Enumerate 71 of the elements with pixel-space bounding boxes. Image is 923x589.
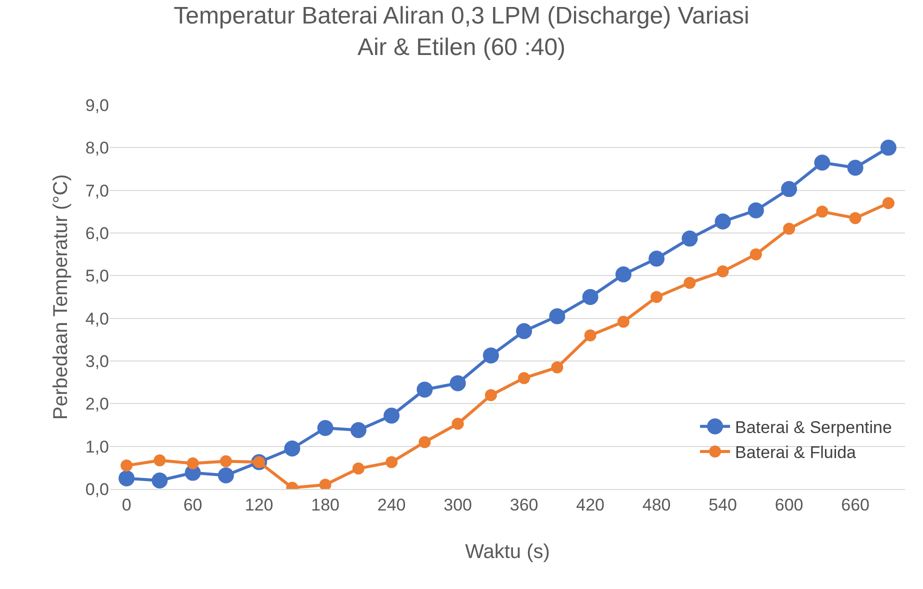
x-tick-label: 420	[576, 495, 604, 514]
x-tick-label: 540	[708, 495, 737, 514]
point	[582, 289, 598, 305]
point	[152, 472, 168, 488]
point	[418, 436, 431, 448]
point	[518, 372, 530, 384]
y-tick-label: 2,0	[85, 394, 109, 414]
point	[849, 212, 862, 224]
point	[516, 323, 532, 340]
point	[551, 361, 564, 374]
point	[416, 382, 433, 398]
point	[716, 265, 729, 278]
point	[584, 329, 596, 342]
point	[549, 308, 566, 324]
x-tick-label: 240	[377, 495, 406, 514]
point	[120, 460, 133, 472]
y-tick-label: 8,0	[85, 138, 109, 158]
x-tick-label: 60	[183, 495, 202, 514]
y-tick-label: 3,0	[85, 352, 109, 371]
x-tick-label: 0	[122, 495, 132, 514]
x-tick-label: 120	[244, 495, 274, 514]
point	[218, 467, 234, 484]
point	[384, 408, 400, 424]
point	[816, 206, 828, 218]
y-tick-label: 4,0	[85, 309, 109, 328]
point	[714, 213, 731, 230]
point	[748, 202, 764, 218]
y-tick-label: 6,0	[85, 224, 109, 243]
x-tick-label: 180	[311, 495, 340, 514]
point	[317, 420, 334, 436]
point	[319, 478, 332, 489]
point	[154, 454, 166, 466]
point	[450, 375, 466, 392]
point	[118, 470, 135, 486]
point	[484, 389, 497, 402]
y-tick-label: 9,0	[85, 96, 109, 115]
point	[781, 181, 798, 198]
point	[880, 140, 896, 156]
chart-title: Temperatur Baterai Aliran 0,3 LPM (Discharge) Variasi Air & Etilen (60 :40)	[174, 2, 750, 61]
point	[220, 455, 232, 468]
point	[650, 291, 663, 303]
point	[386, 456, 398, 468]
x-tick-label: 360	[510, 495, 538, 514]
x-tick-label: 480	[642, 495, 671, 514]
point	[882, 197, 894, 210]
y-tick-label: 0,0	[85, 480, 109, 499]
y-tick-label: 5,0	[85, 266, 109, 286]
point	[284, 440, 300, 456]
point	[814, 154, 830, 171]
point	[750, 248, 762, 260]
y-axis-title: Perbedaan Temperatur (°C)	[50, 174, 72, 420]
point	[186, 457, 199, 470]
y-tick-label: 7,0	[85, 181, 109, 200]
x-axis-title: Waktu (s)	[465, 540, 550, 563]
x-tick-label: 600	[774, 495, 804, 514]
y-tick-label: 1,0	[85, 437, 109, 456]
point	[682, 230, 698, 247]
point	[783, 222, 796, 235]
point	[684, 276, 696, 289]
point	[615, 266, 632, 282]
x-tick-label: 660	[841, 495, 870, 514]
point	[617, 316, 630, 328]
point	[648, 250, 665, 267]
point	[452, 418, 464, 430]
legend-label: Baterai & Serpentine	[735, 418, 892, 437]
legend-label: Baterai & Fluida	[735, 443, 857, 462]
point	[482, 347, 499, 364]
point	[352, 462, 364, 475]
point	[350, 422, 366, 438]
x-tick-label: 300	[444, 495, 472, 514]
point	[847, 160, 864, 176]
